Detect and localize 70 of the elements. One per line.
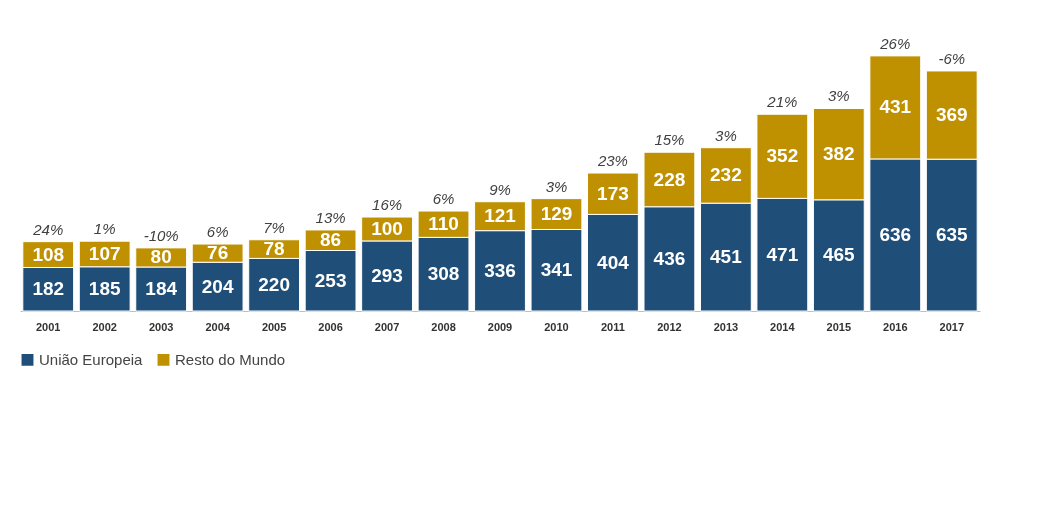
data-label: 341 <box>540 259 573 281</box>
x-tick-label: 2011 <box>601 320 625 333</box>
annotation: 16% <box>372 196 403 214</box>
x-tick-label: 2001 <box>35 320 61 333</box>
annotation: 15% <box>654 131 685 149</box>
data-label: 129 <box>540 203 573 225</box>
x-tick-label: 2006 <box>318 320 343 333</box>
data-label: 173 <box>597 182 629 204</box>
x-tick-label: 2002 <box>92 320 117 333</box>
annotation: 3% <box>545 177 568 195</box>
data-label: 636 <box>879 223 912 245</box>
x-tick-label: 2016 <box>883 320 908 333</box>
data-label: 220 <box>258 273 290 295</box>
data-label: 471 <box>766 243 799 265</box>
annotation: 26% <box>879 34 911 52</box>
data-label: 182 <box>32 278 65 300</box>
data-label: 121 <box>484 205 517 227</box>
data-label: 352 <box>766 145 799 167</box>
data-label: 184 <box>145 278 178 299</box>
x-tick-label: 2007 <box>374 320 400 333</box>
data-label: 293 <box>371 264 403 286</box>
annotation: 3% <box>827 87 850 105</box>
x-tick-label: 2003 <box>148 320 174 333</box>
data-label: 436 <box>653 247 686 269</box>
data-label: 100 <box>371 217 403 239</box>
annotation: 21% <box>766 93 798 111</box>
data-label: 253 <box>314 269 347 291</box>
x-tick-label: 2012 <box>657 320 682 333</box>
data-label: 86 <box>320 229 342 251</box>
x-tick-label: 2010 <box>544 320 569 333</box>
data-label: 107 <box>88 242 121 264</box>
x-tick-label: 2014 <box>770 320 796 333</box>
data-label: 404 <box>597 251 630 273</box>
data-label: 431 <box>879 96 912 118</box>
data-label: 451 <box>710 246 743 268</box>
data-label: 369 <box>935 104 968 126</box>
x-tick-label: 2017 <box>939 320 965 333</box>
data-label: 382 <box>822 143 855 165</box>
annotation: -6% <box>938 49 966 67</box>
x-tick-label: 2013 <box>713 320 739 333</box>
data-label: 336 <box>484 259 516 281</box>
data-label: 204 <box>201 275 234 297</box>
data-label: 80 <box>150 246 172 268</box>
annotation: 1% <box>93 220 116 238</box>
x-tick-label: 2015 <box>826 320 852 333</box>
legend-label: União Europeia <box>39 350 144 368</box>
annotation: 13% <box>315 208 346 226</box>
data-label: 78 <box>263 238 285 260</box>
annotation: 23% <box>596 152 628 170</box>
data-label: 185 <box>88 277 121 299</box>
annotation: -10% <box>143 226 179 244</box>
annotation: 3% <box>715 126 737 144</box>
data-label: 108 <box>32 243 65 265</box>
x-tick-label: 2009 <box>487 320 513 333</box>
data-label: 76 <box>207 242 229 264</box>
data-label: 232 <box>710 164 742 186</box>
annotation: 7% <box>263 218 285 236</box>
data-label: 308 <box>427 263 460 285</box>
data-label: 228 <box>653 168 686 190</box>
legend-label: Resto do Mundo <box>175 350 286 368</box>
x-tick-label: 2008 <box>431 320 456 333</box>
annotation: 6% <box>206 223 229 241</box>
data-label: 465 <box>822 244 856 266</box>
annotation: 9% <box>489 180 511 198</box>
data-label: 110 <box>428 213 459 235</box>
data-label: 635 <box>935 224 969 246</box>
annotation: 24% <box>32 220 64 238</box>
x-tick-label: 2004 <box>205 320 231 333</box>
annotation: 6% <box>432 190 455 208</box>
x-tick-label: 2005 <box>261 320 287 333</box>
